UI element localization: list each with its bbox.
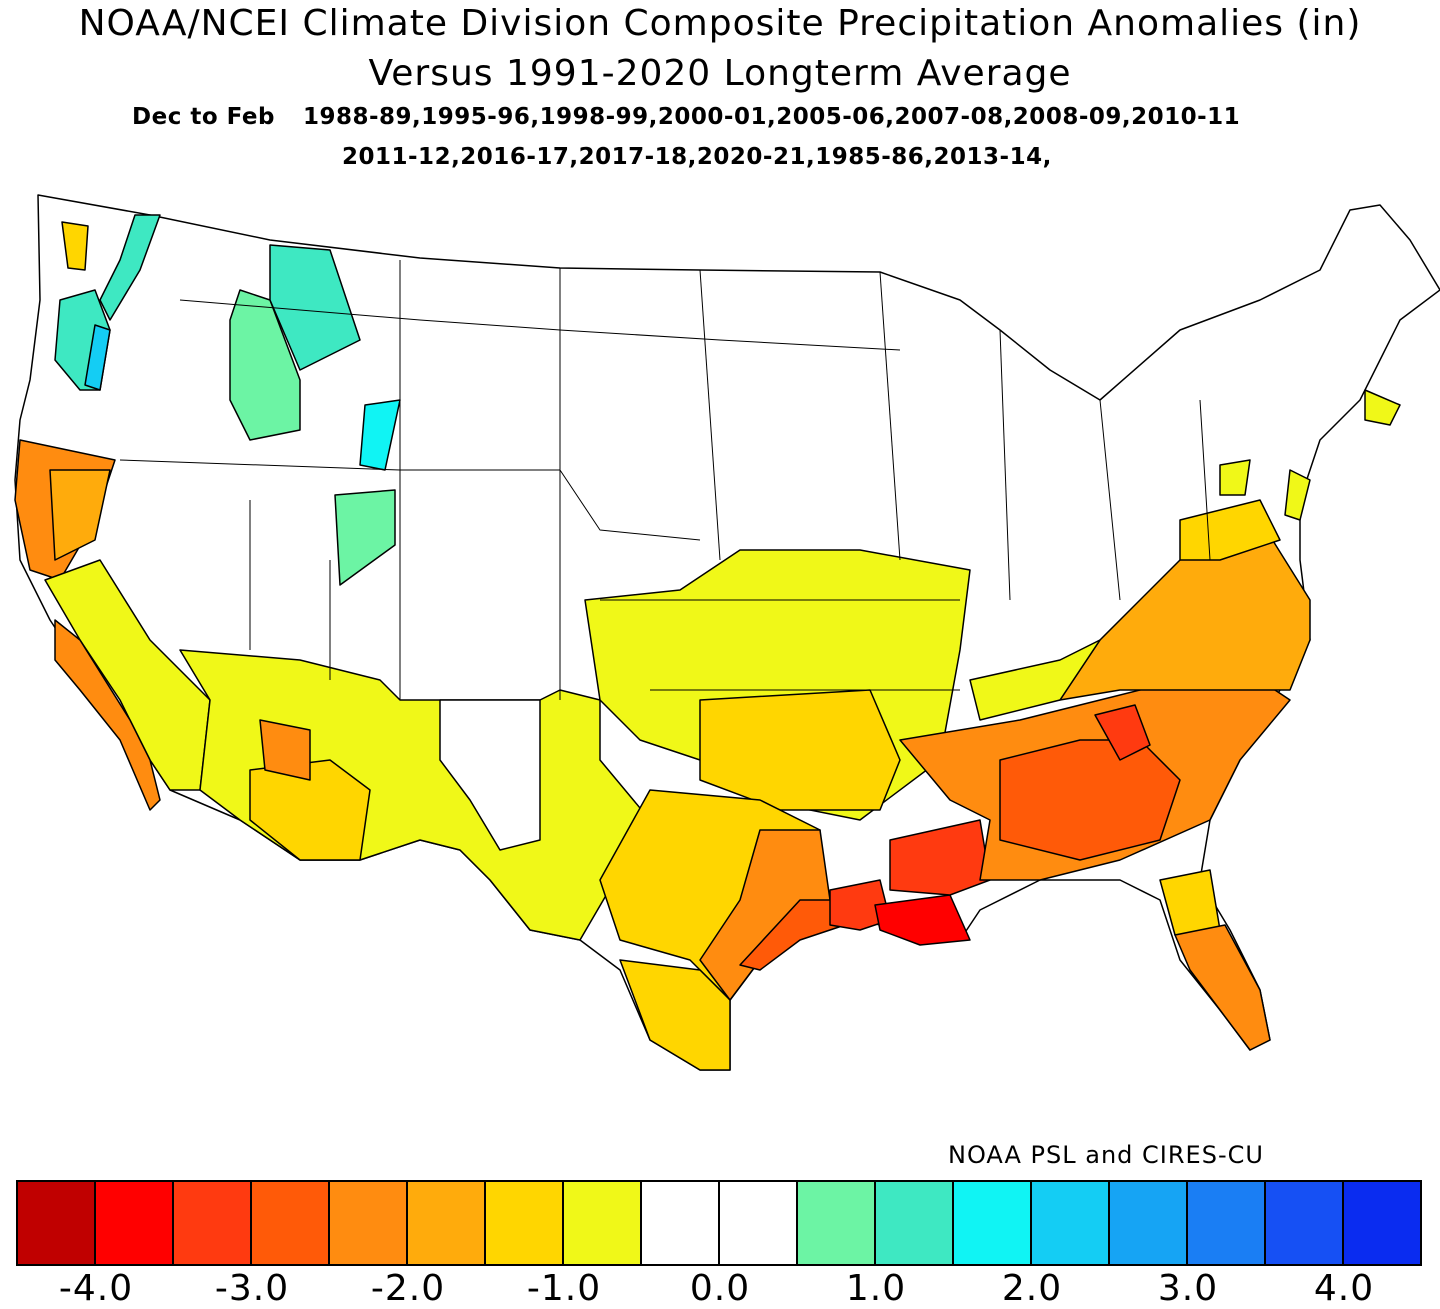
pennsylvania-south-division [1219,459,1251,496]
legend-tick-label: -3.0 [214,1268,290,1309]
legend-tick-label: 3.0 [1157,1268,1219,1309]
legend-swatch [1188,1182,1266,1264]
legend-swatch [96,1182,174,1264]
legend-swatch [486,1182,564,1264]
legend-tick-label: -2.0 [370,1268,446,1309]
virginia-north [1179,499,1281,561]
georgia-carolina-core [999,739,1181,861]
wyoming-southwest-division [334,489,396,586]
legend-swatch [642,1182,720,1264]
legend-swatch [876,1182,954,1264]
new-mexico-white-divisions [439,699,541,851]
florida-peninsula [1174,924,1271,1051]
legend-swatch [252,1182,330,1264]
legend-tick-label: 4.0 [1313,1268,1375,1309]
montana-west-division [269,244,361,371]
new-jersey-division [1284,469,1311,521]
legend-swatch [1110,1182,1188,1264]
texas-south [619,959,731,1071]
legend-swatch [18,1182,96,1264]
map-title: NOAA/NCEI Climate Division Composite Pre… [78,3,1362,44]
legend-tick-label: -1.0 [526,1268,602,1309]
california-central [44,559,211,791]
upstate-sc-division [1094,704,1151,761]
california-south-coast [54,619,161,811]
massachusetts-east-division [1364,389,1401,426]
legend-swatch [174,1182,252,1264]
louisiana-southeast [874,894,971,946]
california-sacramento [49,469,111,561]
olympic-division [61,221,89,271]
wyoming-west-division [359,399,401,471]
tennessee-kentucky-strip [969,639,1101,721]
legend-tick-label: 0.0 [689,1268,751,1309]
composite-years-line-1: Dec to Feb 1988-89,1995-96,1998-99,2000-0… [132,104,1240,130]
legend-swatch [408,1182,486,1264]
legend-swatch [1344,1182,1420,1264]
arizona-central [249,759,371,861]
legend-swatch [1032,1182,1110,1264]
color-legend [16,1180,1422,1266]
portland-division [84,324,111,391]
texas-upper-coast [699,829,831,1001]
washington-cascades-division [99,214,161,321]
legend-swatch [720,1182,798,1264]
legend-tick-label: -4.0 [58,1268,134,1309]
map-subtitle: Versus 1991-2020 Longterm Average [368,53,1072,94]
legend-swatch [564,1182,642,1264]
arizona-mogollon [259,719,311,781]
legend-swatch [330,1182,408,1264]
credit-label: NOAA PSL and CIRES-CU [948,1141,1264,1169]
legend-tick-label: 2.0 [1001,1268,1063,1309]
years-list-1: 1988-89,1995-96,1998-99,2000-01,2005-06,… [302,104,1241,130]
oklahoma-arkansas-region [699,689,901,811]
louisiana-southwest [829,879,891,931]
mississippi-south [889,819,991,896]
us-climate-division-map [14,194,1440,1071]
legend-tick-label: 1.0 [845,1268,907,1309]
season-label: Dec to Feb [132,104,275,130]
legend-swatch [954,1182,1032,1264]
legend-swatch [1266,1182,1344,1264]
legend-swatch [798,1182,876,1264]
composite-years-line-2: 2011-12,2016-17,2017-18,2020-21,1985-86,… [342,144,1052,170]
